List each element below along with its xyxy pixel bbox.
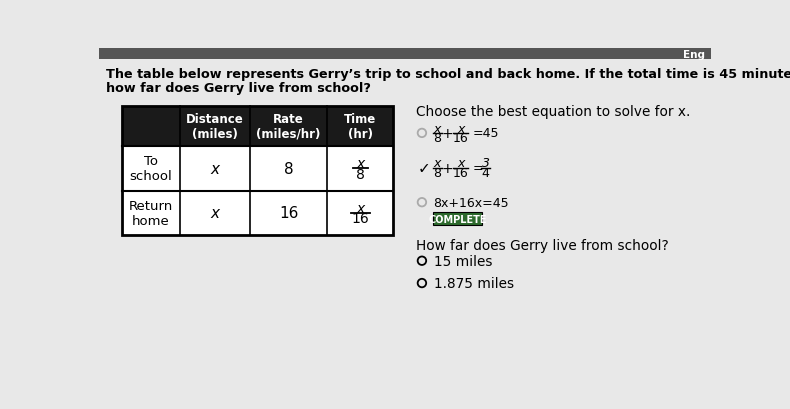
Text: How far does Gerry live from school?: How far does Gerry live from school? — [416, 239, 669, 253]
Text: 8: 8 — [434, 166, 442, 179]
Bar — [122, 147, 393, 191]
Text: x: x — [210, 162, 220, 176]
Text: +: + — [442, 127, 453, 141]
Text: x: x — [356, 201, 364, 215]
Text: x: x — [434, 122, 441, 135]
Text: Time
(hr): Time (hr) — [344, 113, 377, 141]
Text: COMPLETE: COMPLETE — [428, 214, 487, 224]
Text: 16: 16 — [453, 132, 468, 145]
Text: 8: 8 — [434, 132, 442, 145]
Text: 4: 4 — [482, 166, 490, 179]
Text: Eng: Eng — [683, 49, 705, 59]
Text: x: x — [210, 206, 220, 221]
Text: 16: 16 — [453, 166, 468, 179]
Bar — [122, 107, 393, 147]
Text: 15 miles: 15 miles — [434, 254, 492, 268]
Text: Rate
(miles/hr): Rate (miles/hr) — [257, 113, 321, 141]
Text: 8: 8 — [356, 167, 365, 181]
Text: 16: 16 — [279, 206, 299, 221]
Text: how far does Gerry live from school?: how far does Gerry live from school? — [107, 81, 371, 94]
Text: x: x — [356, 157, 364, 171]
Text: 1.875 miles: 1.875 miles — [434, 276, 514, 290]
Text: x: x — [457, 157, 465, 170]
Text: x: x — [457, 122, 465, 135]
Text: 8: 8 — [284, 162, 293, 176]
Text: Return
home: Return home — [129, 200, 173, 227]
Text: 3: 3 — [481, 157, 490, 170]
Bar — [122, 191, 393, 236]
Text: Choose the best equation to solve for x.: Choose the best equation to solve for x. — [416, 104, 691, 118]
Text: 16: 16 — [352, 212, 369, 226]
Text: 8x+16x=45: 8x+16x=45 — [434, 196, 510, 209]
Text: To
school: To school — [130, 155, 172, 183]
Text: Distance
(miles): Distance (miles) — [186, 113, 244, 141]
Text: =45: =45 — [472, 127, 498, 140]
Bar — [122, 107, 393, 236]
FancyBboxPatch shape — [433, 213, 483, 226]
Text: =: = — [472, 162, 483, 175]
Text: +: + — [442, 161, 453, 175]
Text: x: x — [434, 157, 441, 170]
Bar — [99, 49, 711, 60]
Text: The table below represents Gerry’s trip to school and back home. If the total ti: The table below represents Gerry’s trip … — [107, 67, 790, 81]
Text: ✓: ✓ — [418, 161, 431, 175]
